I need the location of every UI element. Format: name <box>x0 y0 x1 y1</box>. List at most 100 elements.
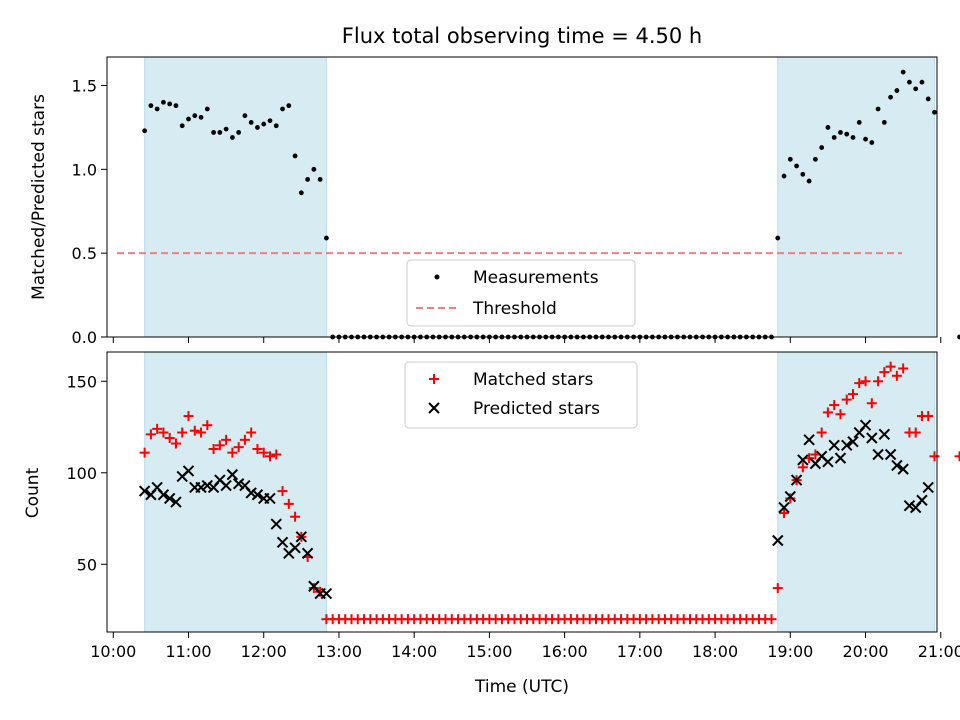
matched-star-point <box>308 583 319 594</box>
measurement-point <box>292 153 298 159</box>
x-tick-label: 20:00 <box>842 642 888 661</box>
measurement-point <box>900 69 906 75</box>
measurement-point <box>787 156 793 162</box>
matched-star-point <box>841 394 852 405</box>
matched-star-point <box>202 420 213 431</box>
measurement-point <box>812 156 818 162</box>
x-tick-label: 18:00 <box>692 642 738 661</box>
predicted-star-point <box>922 481 934 494</box>
matched-star-point <box>258 447 269 458</box>
measurement-point <box>223 126 229 132</box>
predicted-star-point <box>226 468 239 481</box>
measurement-point <box>800 171 806 177</box>
measurement-point <box>881 119 887 125</box>
predicted-star-point <box>797 454 809 466</box>
measurement-point <box>932 109 937 115</box>
measurement-point <box>794 163 799 169</box>
legend-predicted-label: Predicted stars <box>473 399 600 419</box>
matched-star-point <box>860 376 871 387</box>
matched-star-point <box>214 440 225 451</box>
matched-star-point <box>866 398 877 409</box>
predicted-star-point <box>301 547 314 560</box>
measurement-point <box>280 106 285 112</box>
predicted-star-point <box>834 452 847 464</box>
matched-star-point <box>158 427 169 438</box>
predicted-star-point <box>138 485 151 497</box>
matched-star-point <box>785 493 796 504</box>
bottom-y-axis-label: Count <box>23 467 43 518</box>
measurement-point <box>204 106 210 112</box>
predicted-star-point <box>784 490 797 503</box>
shaded-interval <box>144 56 327 338</box>
predicted-star-point <box>295 531 308 543</box>
predicted-star-point <box>182 465 195 477</box>
measurement-point <box>844 131 850 137</box>
measurement-point <box>775 235 781 241</box>
matched-star-point <box>779 508 790 519</box>
matched-star-point <box>189 425 200 436</box>
top-axes-frame <box>106 56 938 338</box>
matched-star-point <box>929 451 940 462</box>
matched-star-point <box>177 427 188 438</box>
predicted-star-point <box>289 542 301 554</box>
measurement-point <box>305 176 311 182</box>
bottom-shaded-intervals <box>144 351 935 633</box>
shaded-interval <box>777 56 935 338</box>
x-tick-label: 11:00 <box>165 642 211 661</box>
bottom-y-tick-label: 100 <box>66 464 97 483</box>
shaded-interval <box>777 351 935 633</box>
x-tick-label: 12:00 <box>241 642 287 661</box>
predicted-star-point <box>803 434 815 446</box>
predicted-star-point <box>276 536 289 549</box>
measurement-point <box>242 113 248 119</box>
measurement-point <box>863 136 868 142</box>
predicted-star-point <box>170 496 182 508</box>
predicted-star-point <box>163 492 176 505</box>
measurement-point <box>925 96 931 102</box>
matched-star-point <box>923 411 934 422</box>
measurement-point <box>311 166 317 172</box>
matched-star-point <box>239 434 250 445</box>
predicted-star-point <box>220 479 232 492</box>
top-y-tick-label: 0.5 <box>72 244 97 263</box>
matched-star-point <box>797 462 808 473</box>
predicted-star-point <box>822 456 834 468</box>
measurement-point <box>286 103 292 109</box>
measurement-point <box>236 130 242 135</box>
predicted-star-point <box>778 501 790 514</box>
matched-star-point <box>822 407 833 418</box>
matched-star-point <box>145 429 156 440</box>
matched-star-point <box>139 447 150 458</box>
measurement-point <box>192 113 198 119</box>
matched-star-point <box>772 583 783 594</box>
measurement-point <box>298 190 304 196</box>
top-legend: Measurements Threshold <box>406 259 636 327</box>
measurement-point <box>875 106 881 112</box>
matched-star-point <box>196 427 207 438</box>
measurement-point <box>919 79 925 85</box>
matched-star-point <box>898 363 909 374</box>
predicted-star-point <box>847 435 859 448</box>
top-y-tick-label: 0.0 <box>72 328 97 347</box>
x-tick-label: 21:00 <box>918 642 960 661</box>
predicted-star-point <box>872 448 884 461</box>
top-y-axis-label: Matched/Predicted stars <box>29 94 49 300</box>
top-y-tick-label: 1.0 <box>72 160 97 179</box>
predicted-star-point <box>270 518 282 530</box>
measurement-point <box>856 119 862 125</box>
predicted-star-point <box>828 439 840 452</box>
measurement-point <box>957 334 960 340</box>
matched-star-point <box>277 486 288 497</box>
matched-star-point <box>879 367 890 378</box>
predicted-star-point <box>897 463 909 475</box>
predicted-star-point <box>201 479 214 492</box>
legend-predicted-marker <box>428 402 440 414</box>
matched-star-point <box>891 370 902 381</box>
measurement-point <box>838 130 843 135</box>
predicted-star-point <box>891 459 903 472</box>
x-tick-label: 14:00 <box>391 642 437 661</box>
matched-star-point <box>835 409 846 420</box>
predicted-star-point <box>916 494 928 506</box>
matched-star-point <box>164 433 175 444</box>
axis-ticks: 0.0 0.5 1.0 1.5 50 100 150 10:00 11:00 12:00 13:00… <box>66 77 960 661</box>
